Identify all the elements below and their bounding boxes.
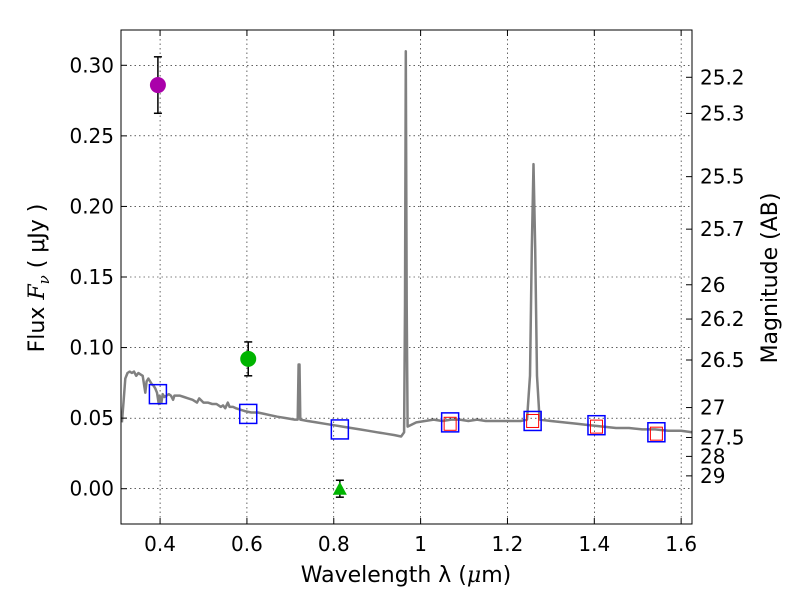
sed-model-layer bbox=[120, 49, 693, 438]
sed-model-line bbox=[120, 49, 693, 438]
y-axis-label: Flux Fν ( μJy ) bbox=[25, 204, 53, 353]
y-tick-label: 0.20 bbox=[69, 194, 114, 218]
measurement-marker bbox=[149, 77, 166, 94]
y-tick-label: 0.00 bbox=[69, 477, 114, 501]
magnitude-tick-label: 29 bbox=[700, 464, 725, 488]
x-tick-label: 0.4 bbox=[144, 532, 176, 556]
model-photometry-marker bbox=[647, 422, 666, 443]
y-tick-label: 0.05 bbox=[69, 406, 114, 430]
model-photometry-marker bbox=[330, 419, 350, 440]
magnitude-tick-label: 25.7 bbox=[700, 217, 745, 241]
x-tick-label: 0.8 bbox=[318, 532, 350, 556]
magnitude-tick-label: 25.3 bbox=[700, 101, 745, 125]
magnitude-tick-label: 26.2 bbox=[700, 307, 745, 331]
measurement-marker bbox=[240, 350, 257, 367]
markers-layer bbox=[148, 56, 666, 498]
x-tick-label: 1.6 bbox=[665, 532, 697, 556]
y-tick-label: 0.15 bbox=[69, 265, 114, 289]
ticks: 0.4 0.6 0.8 1 1.2 1.4 1.6 0.00 0.05 0.10 0.15 0.20 0… bbox=[69, 30, 745, 556]
x-tick-label: 1 bbox=[414, 532, 427, 556]
magnitude-tick-label: 26 bbox=[700, 273, 725, 297]
x-tick-label: 1.4 bbox=[578, 532, 610, 556]
x-tick-label: 1.2 bbox=[492, 532, 524, 556]
model-photometry-marker bbox=[587, 414, 606, 436]
x-axis-label: Wavelength λ (μm) bbox=[301, 563, 511, 588]
magnitude-tick-label: 28 bbox=[700, 444, 725, 468]
x-tick-label: 0.6 bbox=[231, 532, 263, 556]
model-photometry-marker bbox=[148, 383, 168, 405]
observed-nir-marker bbox=[526, 413, 540, 428]
observed-nir-marker bbox=[443, 416, 457, 431]
magnitude-tick-label: 25.2 bbox=[700, 65, 745, 89]
magnitude-tick-label: 27.5 bbox=[700, 425, 745, 449]
y-tick-label: 0.10 bbox=[69, 336, 114, 360]
y-tick-label: 0.25 bbox=[69, 124, 114, 148]
magnitude-tick-label: 27 bbox=[700, 396, 725, 420]
observed-nir-marker bbox=[589, 419, 603, 434]
model-photometry-marker bbox=[440, 412, 460, 433]
y-tick-label: 0.30 bbox=[69, 53, 114, 77]
magnitude-tick-label: 25.5 bbox=[700, 165, 745, 189]
magnitude-tick-label: 26.5 bbox=[700, 348, 745, 372]
model-photometry-marker bbox=[238, 403, 258, 425]
grid bbox=[121, 30, 692, 524]
y2-axis-label: Magnitude (AB) bbox=[758, 193, 783, 364]
upper-limit-marker bbox=[332, 481, 347, 495]
model-photometry-marker bbox=[523, 410, 542, 432]
observed-nir-marker bbox=[649, 426, 663, 441]
